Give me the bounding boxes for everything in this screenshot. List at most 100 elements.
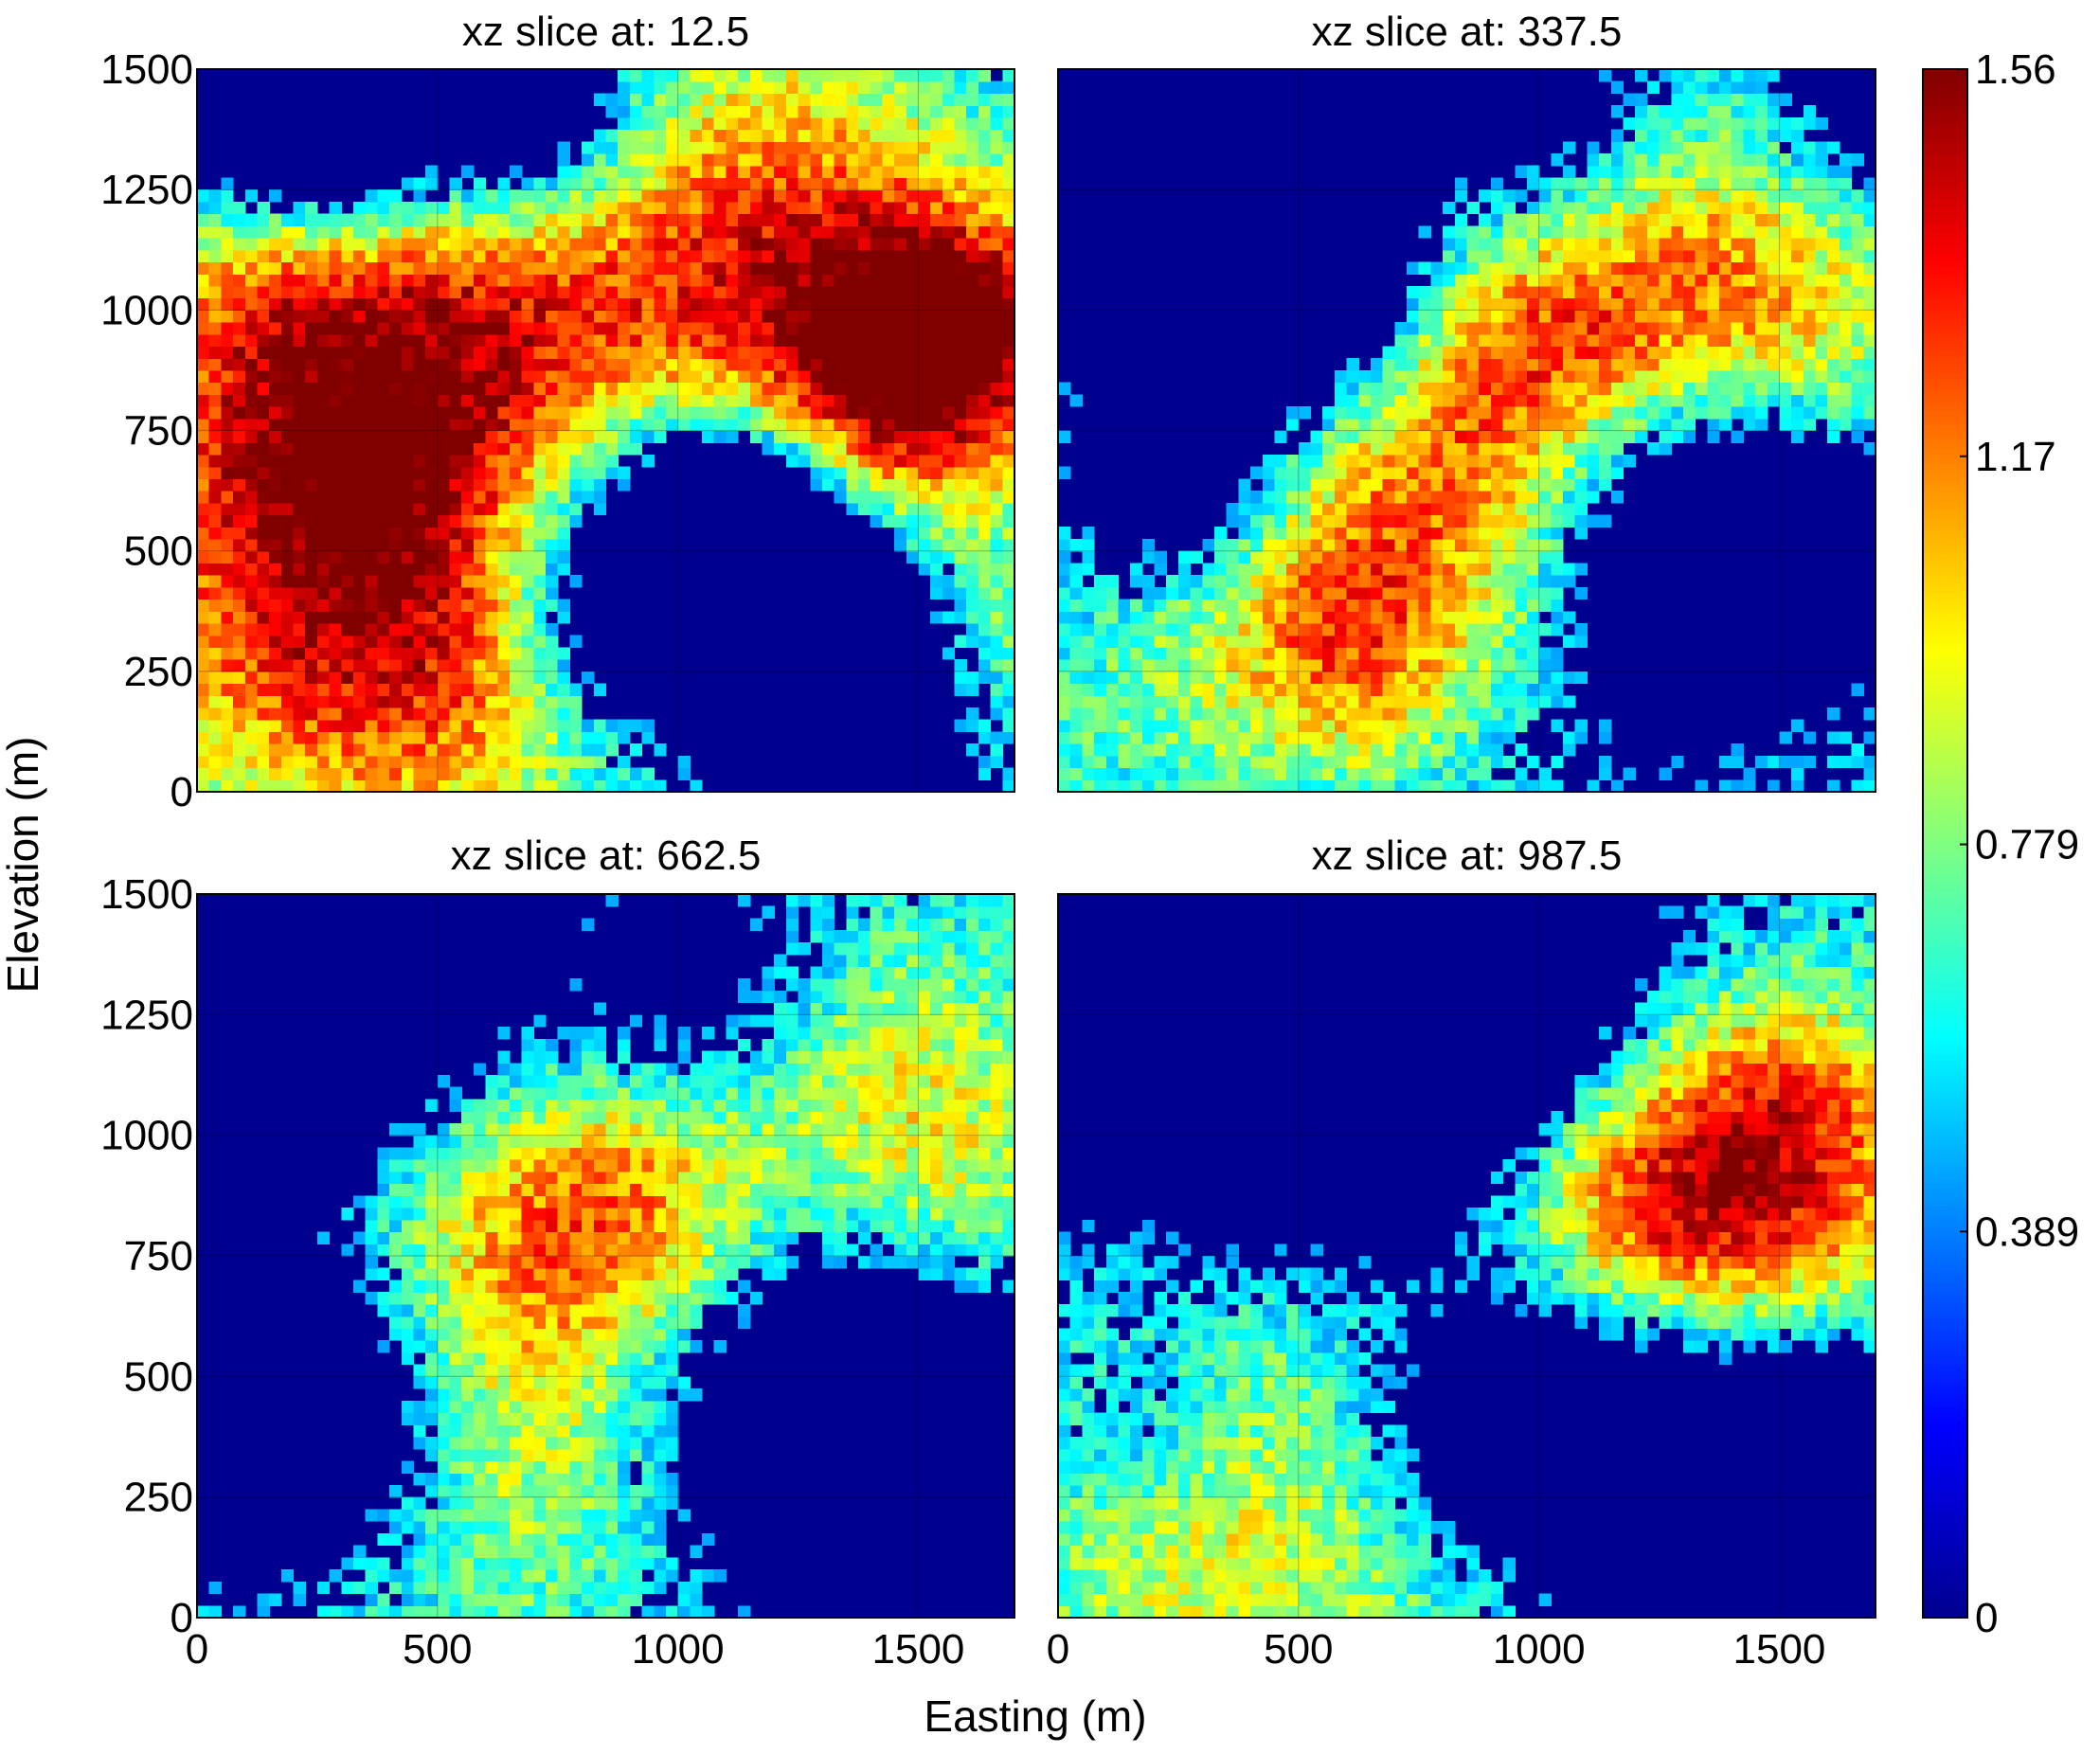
heatmap-cell	[1743, 322, 1756, 335]
heatmap-cell	[1213, 622, 1228, 636]
heatmap-cell	[1827, 406, 1840, 420]
heatmap-cell	[918, 369, 931, 384]
heatmap-cell	[221, 707, 234, 721]
heatmap-cell	[449, 213, 462, 226]
heatmap-cell	[1563, 346, 1576, 359]
heatmap-cell	[1502, 285, 1516, 299]
heatmap-cell	[1382, 466, 1395, 479]
heatmap-cell	[930, 189, 943, 203]
heatmap-cell	[1105, 719, 1120, 733]
heatmap-cell	[930, 430, 943, 443]
heatmap-cell	[966, 430, 979, 443]
heatmap-cell	[1574, 346, 1588, 359]
heatmap-cell	[257, 755, 270, 769]
heatmap-cell	[1310, 478, 1323, 492]
heatmap-cell	[1177, 707, 1192, 721]
heatmap-cell	[1002, 719, 1015, 733]
heatmap-cell	[233, 647, 246, 660]
heatmap-cell	[1646, 369, 1660, 384]
heatmap-cell	[377, 189, 390, 203]
heatmap-cell	[1298, 406, 1312, 420]
heatmap-cell	[533, 201, 547, 215]
heatmap-cell	[473, 394, 487, 407]
heatmap-cell	[894, 153, 907, 167]
heatmap-cell	[557, 225, 571, 239]
heatmap-cell	[257, 563, 270, 576]
heatmap-cell	[425, 369, 439, 384]
heatmap-cell	[1226, 743, 1239, 757]
heatmap-cell	[1707, 346, 1720, 359]
heatmap-cell	[1671, 213, 1684, 226]
heatmap-cell	[1154, 731, 1167, 744]
heatmap-cell	[1250, 779, 1264, 793]
heatmap-cell	[352, 719, 367, 733]
heatmap-cell	[293, 719, 306, 733]
heatmap-cell	[1177, 586, 1192, 600]
heatmap-cell	[437, 719, 451, 733]
heatmap-cell	[629, 382, 643, 395]
heatmap-cell	[1526, 659, 1540, 672]
heatmap-cell	[870, 442, 883, 456]
heatmap-cell	[352, 201, 367, 215]
heatmap-cell	[1791, 189, 1804, 203]
heatmap-cell	[401, 586, 415, 600]
heatmap-cell	[197, 249, 210, 263]
heatmap-cell	[413, 550, 426, 564]
heatmap-cell	[942, 105, 956, 118]
heatmap-cell	[1635, 165, 1648, 179]
heatmap-cell	[1791, 213, 1804, 226]
heatmap-cell	[1574, 225, 1588, 239]
heatmap-cell	[1502, 502, 1516, 516]
heatmap-cell	[257, 358, 270, 371]
heatmap-cell	[1430, 731, 1444, 744]
heatmap-cell	[389, 527, 403, 540]
heatmap-cell	[1250, 755, 1264, 769]
heatmap-cell	[641, 418, 655, 432]
heatmap-cell	[990, 285, 1003, 299]
heatmap-cell	[930, 141, 943, 154]
heatmap-cell	[978, 466, 992, 479]
heatmap-cell	[1394, 586, 1408, 600]
heatmap-cell	[906, 69, 920, 82]
heatmap-cell	[437, 274, 451, 287]
heatmap-cell	[870, 333, 883, 348]
heatmap-cell	[1851, 201, 1864, 215]
heatmap-cell	[208, 454, 222, 468]
heatmap-cell	[497, 249, 511, 263]
heatmap-cell	[269, 575, 282, 588]
heatmap-cell	[1526, 249, 1540, 263]
heatmap-cell	[1563, 466, 1576, 479]
heatmap-cell	[208, 466, 222, 479]
heatmap-cell	[1443, 261, 1456, 275]
heatmap-cell	[918, 310, 931, 323]
heatmap-cell	[1538, 225, 1552, 239]
heatmap-cell	[1002, 116, 1015, 131]
heatmap-cell	[1551, 406, 1564, 420]
heatmap-cell	[341, 731, 354, 744]
heatmap-cell	[1538, 478, 1552, 492]
heatmap-cell	[244, 333, 259, 348]
heatmap-cell	[1574, 478, 1588, 492]
heatmap-cell	[497, 369, 511, 384]
heatmap-cell	[1815, 333, 1828, 348]
heatmap-cell	[1490, 213, 1504, 226]
heatmap-cell	[798, 394, 811, 407]
heatmap-cell	[509, 418, 523, 432]
heatmap-cell	[401, 743, 415, 757]
heatmap-cell	[641, 382, 655, 395]
heatmap-cell	[1298, 599, 1312, 612]
heatmap-cell	[1515, 430, 1528, 443]
heatmap-cell	[990, 635, 1003, 648]
heatmap-cell	[1479, 671, 1492, 685]
heatmap-cell	[401, 779, 415, 793]
heatmap-cell	[918, 249, 931, 263]
heatmap-cell	[870, 454, 883, 468]
heatmap-cell	[425, 635, 439, 648]
heatmap-cell	[341, 478, 354, 492]
heatmap-cell	[305, 285, 318, 299]
heatmap-cell	[1538, 333, 1552, 348]
heatmap-cell	[352, 418, 367, 432]
heatmap-cell	[1358, 719, 1372, 733]
heatmap-cell	[762, 333, 775, 348]
heatmap-cell	[798, 382, 811, 395]
